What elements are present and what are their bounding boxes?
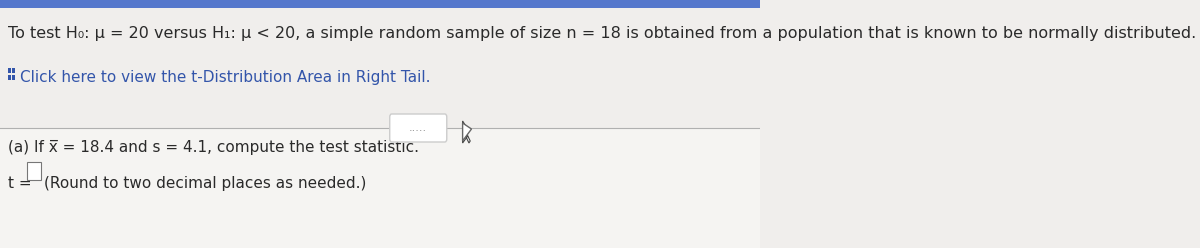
Bar <box>7 75 11 80</box>
Bar <box>7 68 11 73</box>
Text: t =: t = <box>7 176 31 191</box>
Bar <box>0 0 761 8</box>
Text: (a) If x̅ = 18.4 and s = 4.1, compute the test statistic.: (a) If x̅ = 18.4 and s = 4.1, compute th… <box>7 140 419 155</box>
Bar <box>12 68 16 73</box>
Text: .....: ..... <box>409 123 427 133</box>
Polygon shape <box>463 123 472 141</box>
Bar <box>12 75 16 80</box>
Polygon shape <box>463 121 470 143</box>
Bar <box>26 162 41 180</box>
Text: To test H₀: μ = 20 versus H₁: μ < 20, a simple random sample of size n = 18 is o: To test H₀: μ = 20 versus H₁: μ < 20, a … <box>7 26 1200 41</box>
Bar <box>0 0 761 128</box>
Bar <box>0 128 761 248</box>
Text: Click here to view the t-Distribution Area in Right Tail.: Click here to view the t-Distribution Ar… <box>20 70 431 85</box>
FancyBboxPatch shape <box>390 114 446 142</box>
Text: (Round to two decimal places as needed.): (Round to two decimal places as needed.) <box>44 176 367 191</box>
